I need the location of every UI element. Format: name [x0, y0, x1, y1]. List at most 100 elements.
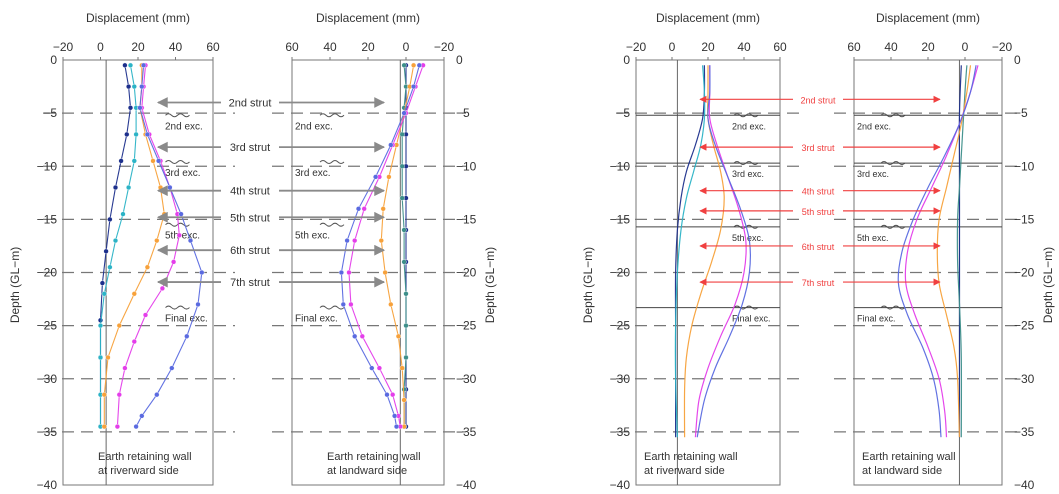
- data-point-magenta: [142, 312, 149, 318]
- data-point-orange: [154, 238, 160, 244]
- strut-label-bg: [221, 274, 279, 290]
- y-axis-title: Depth (GL−m): [1041, 247, 1055, 323]
- data-point-blue: [338, 269, 345, 276]
- data-point-magenta: [352, 238, 358, 244]
- y-tick-label: −15: [456, 212, 477, 226]
- data-point-blue: [355, 206, 362, 212]
- excavation-marker: [319, 113, 345, 118]
- excavation-label: 3rd exc.: [295, 168, 331, 179]
- data-point-blue: [156, 158, 162, 164]
- data-point-orange: [401, 397, 407, 403]
- y-tick-label: −15: [610, 212, 631, 226]
- x-tick-label: 60: [773, 40, 787, 54]
- wall-caption: Earth retaining wall: [327, 451, 421, 463]
- y-tick-label: −20: [1014, 266, 1035, 280]
- data-point-blue: [352, 333, 358, 339]
- strut-label: 2nd strut: [800, 95, 836, 105]
- data-point-cyan: [101, 291, 107, 297]
- excavation-marker: [319, 222, 345, 227]
- data-point-orange: [150, 158, 156, 164]
- x-tick-label: 40: [884, 40, 898, 54]
- data-point-orange: [378, 238, 384, 244]
- x-axis-title: Displacement (mm): [316, 11, 420, 25]
- x-tick-label: 0: [97, 40, 104, 54]
- data-point-orange: [380, 206, 386, 212]
- x-tick-label: 0: [962, 40, 969, 54]
- data-point-blue: [133, 424, 139, 430]
- strut-label: 3rd strut: [230, 142, 270, 154]
- wall-caption: at riverward side: [98, 465, 179, 477]
- strut-label: 5th strut: [230, 212, 270, 224]
- data-point-magenta: [122, 365, 128, 371]
- strut-label-bg: [793, 274, 843, 290]
- excavation-label: 2nd exc.: [732, 121, 766, 131]
- data-point-blue: [369, 365, 375, 371]
- data-point-teal: [399, 163, 405, 169]
- strut-arrows-right: 2nd strut 3rd strut 4th strut 5th strut 6th …: [699, 91, 941, 290]
- data-point-navy: [122, 62, 128, 68]
- strut-label: 4th strut: [802, 187, 835, 197]
- data-point-navy: [99, 280, 106, 286]
- excavation-marker: [165, 160, 190, 164]
- x-axis-title: Displacement (mm): [876, 11, 980, 25]
- data-point-blue: [167, 184, 173, 191]
- y-tick-label: −25: [610, 319, 631, 333]
- excavation-label: 5th exc.: [165, 231, 200, 242]
- data-point-orange: [395, 333, 402, 339]
- x-tick-label: 60: [206, 40, 220, 54]
- x-tick-label: −20: [626, 40, 647, 54]
- excavation-label: 5th exc.: [295, 231, 330, 242]
- panel-left-riverward: 2nd exc.3rd exc.5th exc.Final exc.−20 0 20…: [8, 11, 235, 492]
- data-point-magenta: [348, 301, 354, 308]
- series-line-cyan: [99, 65, 137, 427]
- data-point-blue: [139, 413, 145, 419]
- strut-label: 6th strut: [802, 242, 835, 252]
- data-point-cyan: [126, 184, 132, 191]
- series-line-blue: [340, 65, 420, 427]
- y-tick-label: −15: [1014, 212, 1035, 226]
- strut-label: 7th strut: [802, 278, 835, 288]
- data-point-blue: [416, 62, 422, 68]
- y-tick-label: −25: [1014, 319, 1035, 333]
- data-point-cyan: [107, 264, 113, 270]
- y-tick-label: −15: [37, 212, 58, 226]
- y-tick-label: −35: [1014, 425, 1035, 439]
- data-point-magenta: [346, 269, 352, 276]
- x-tick-label: 60: [285, 40, 299, 54]
- data-point-cyan: [131, 83, 137, 90]
- data-point-orange: [144, 264, 151, 270]
- data-point-navy: [107, 216, 113, 223]
- strut-label-bg: [221, 182, 279, 198]
- excavation-label: 3rd exc.: [732, 169, 764, 179]
- data-point-navy: [118, 158, 124, 164]
- y-tick-label: −35: [37, 425, 58, 439]
- data-point-navy: [127, 105, 134, 111]
- strut-label-bg: [793, 182, 843, 198]
- x-tick-label: 20: [361, 40, 375, 54]
- excavation-marker: [165, 113, 190, 118]
- y-tick-label: 0: [50, 53, 57, 67]
- data-point-cyan: [97, 354, 104, 361]
- x-tick-label: 40: [323, 40, 337, 54]
- data-point-blue: [384, 392, 390, 398]
- y-axis-title: Depth (GL−m): [8, 247, 22, 323]
- data-point-orange: [101, 424, 107, 430]
- series-line-cyan: [674, 65, 706, 438]
- wall-caption: Earth retaining wall: [644, 451, 738, 463]
- strut-label-bg: [793, 237, 843, 253]
- x-axis-title: Displacement (mm): [656, 11, 760, 25]
- series-line-magenta: [694, 65, 747, 438]
- strut-label-bg: [221, 242, 279, 258]
- y-tick-label: −30: [1014, 372, 1035, 386]
- strut-arrows-left: 2nd strut 3rd strut 4th strut 5th strut 6th …: [156, 94, 386, 290]
- series-line-navy: [958, 65, 962, 438]
- y-tick-label: 0: [623, 53, 630, 67]
- data-point-orange: [116, 323, 122, 329]
- data-point-blue: [141, 62, 147, 68]
- series-line-blue: [897, 65, 977, 438]
- data-point-blue: [199, 269, 205, 276]
- data-point-blue: [154, 392, 160, 398]
- strut-label: 7th strut: [230, 277, 270, 289]
- y-tick-label: −20: [610, 266, 631, 280]
